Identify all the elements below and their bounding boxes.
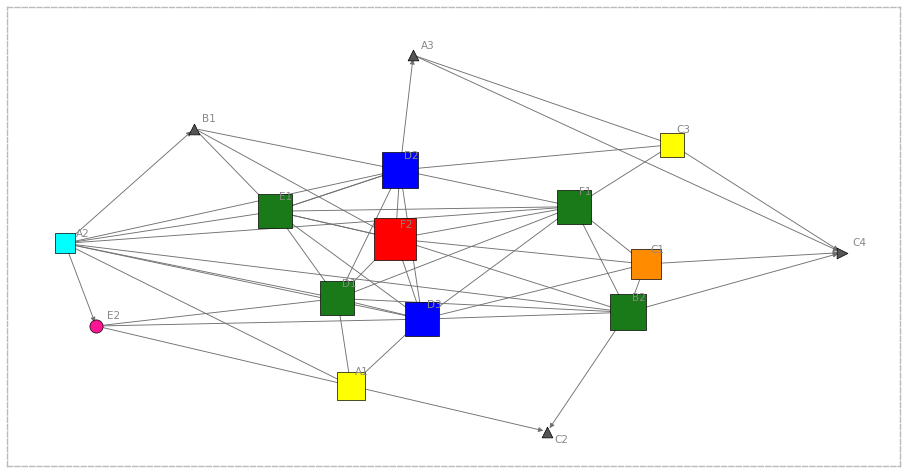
Text: C2: C2	[554, 435, 569, 446]
Point	[567, 203, 581, 210]
Text: E1: E1	[279, 192, 292, 202]
Text: A1: A1	[356, 367, 369, 377]
Point	[406, 52, 421, 59]
Point	[540, 428, 554, 436]
Text: C4: C4	[853, 238, 867, 248]
Point	[665, 141, 679, 149]
Text: D1: D1	[342, 279, 356, 289]
Text: F1: F1	[579, 187, 591, 197]
Point	[268, 208, 282, 215]
Text: C1: C1	[650, 245, 664, 255]
Text: F2: F2	[400, 219, 413, 229]
Point	[415, 315, 430, 323]
Text: B2: B2	[632, 293, 646, 303]
Text: D3: D3	[426, 300, 442, 310]
Text: A2: A2	[75, 229, 90, 239]
Point	[834, 249, 849, 256]
Point	[393, 166, 407, 174]
Point	[330, 295, 345, 302]
Text: D2: D2	[405, 151, 419, 161]
Point	[58, 240, 73, 247]
Point	[187, 125, 201, 132]
Text: E2: E2	[107, 311, 120, 322]
Point	[620, 308, 635, 316]
Point	[639, 260, 653, 268]
Text: B1: B1	[201, 114, 215, 124]
Point	[388, 235, 403, 243]
Point	[89, 322, 103, 330]
Text: A3: A3	[421, 41, 434, 51]
Point	[344, 382, 358, 389]
Text: C3: C3	[677, 125, 691, 135]
